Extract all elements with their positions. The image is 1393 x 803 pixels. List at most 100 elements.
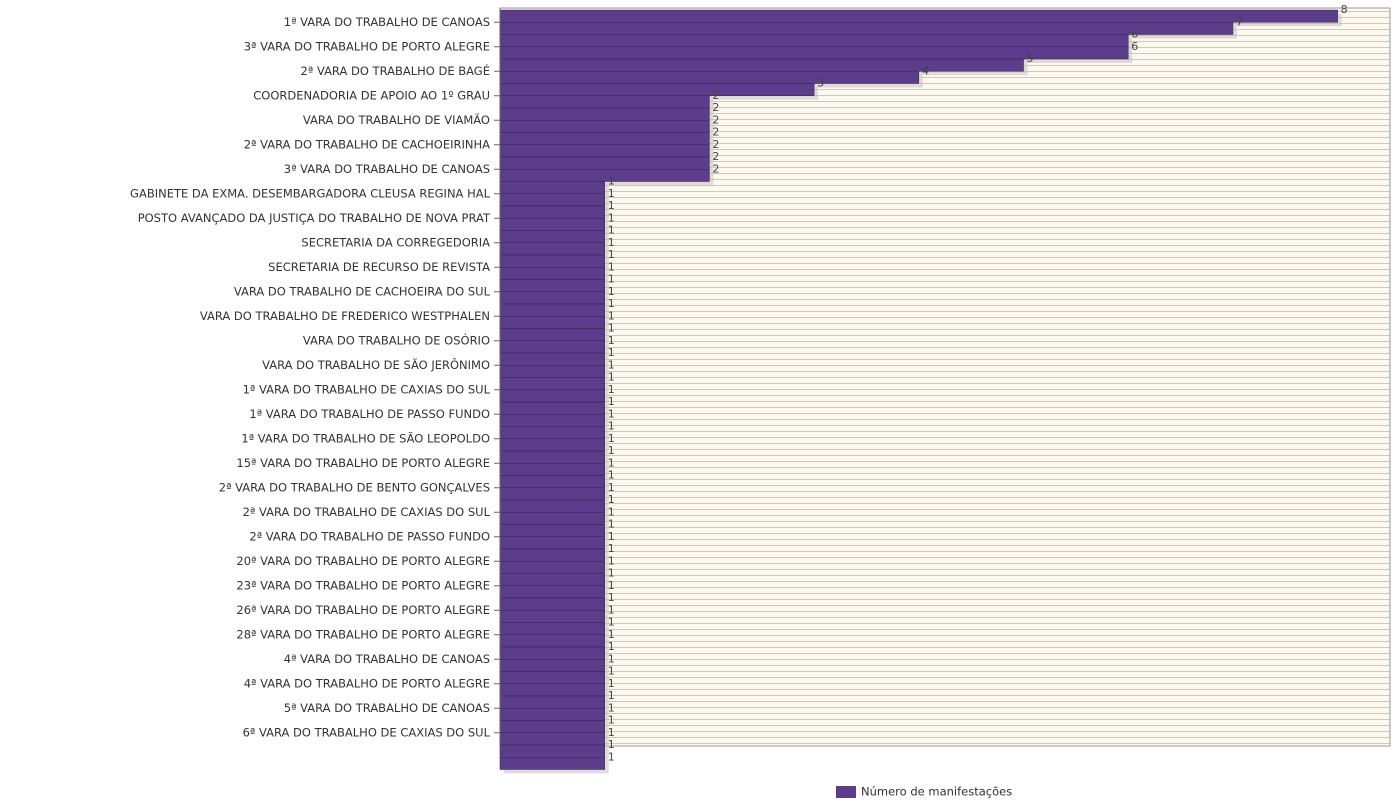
value-label: 1 <box>608 444 615 457</box>
bar <box>499 659 605 672</box>
bar <box>499 328 605 341</box>
bar <box>499 732 605 746</box>
bar <box>499 708 605 721</box>
bar <box>499 352 605 366</box>
bar <box>499 83 815 96</box>
bar <box>499 291 605 305</box>
y-tick-label: 5ª VARA DO TRABALHO DE CANOAS <box>284 701 490 715</box>
value-label: 1 <box>608 701 615 714</box>
bar <box>499 95 710 109</box>
value-label: 1 <box>608 322 615 335</box>
value-label: 1 <box>608 297 615 310</box>
bar <box>499 120 710 133</box>
value-label: 2 <box>712 162 719 175</box>
y-tick-label: VARA DO TRABALHO DE CACHOEIRA DO SUL <box>234 284 491 298</box>
value-label: 1 <box>608 665 615 678</box>
bar <box>499 107 710 121</box>
bar <box>499 720 605 733</box>
value-label: 1 <box>608 199 615 212</box>
bar <box>499 634 605 648</box>
value-label: 1 <box>608 248 615 261</box>
value-label: 4 <box>922 64 929 77</box>
value-label: 1 <box>608 750 615 763</box>
bar <box>499 426 605 439</box>
y-tick-label: VARA DO TRABALHO DE VIAMÃO <box>303 112 490 127</box>
value-label: 1 <box>608 677 615 690</box>
y-tick-label: 28ª VARA DO TRABALHO DE PORTO ALEGRE <box>236 627 490 641</box>
value-label: 1 <box>608 260 615 273</box>
bar <box>499 230 605 243</box>
value-label: 1 <box>608 640 615 653</box>
bar <box>499 610 605 623</box>
value-label: 2 <box>712 150 719 163</box>
bar <box>499 695 605 709</box>
bar <box>499 536 605 550</box>
y-tick-label: VARA DO TRABALHO DE SÃO JERÔNIMO <box>262 357 490 372</box>
value-label: 1 <box>608 493 615 506</box>
y-tick-label: 1ª VARA DO TRABALHO DE PASSO FUNDO <box>249 407 490 421</box>
value-label: 2 <box>712 138 719 151</box>
bar <box>499 401 605 415</box>
value-label: 1 <box>608 395 615 408</box>
y-tick-label: 3ª VARA DO TRABALHO DE CANOAS <box>284 162 490 176</box>
y-tick-label: 15ª VARA DO TRABALHO DE PORTO ALEGRE <box>236 456 490 470</box>
y-tick-label: VARA DO TRABALHO DE OSÓRIO <box>303 332 490 347</box>
bar <box>499 622 605 635</box>
value-label: 1 <box>608 383 615 396</box>
value-label: 1 <box>608 236 615 249</box>
value-label: 1 <box>608 591 615 604</box>
value-label: 2 <box>712 89 719 102</box>
value-label: 1 <box>608 309 615 322</box>
bar <box>499 9 1338 23</box>
bar <box>499 671 605 684</box>
value-label: 2 <box>712 113 719 126</box>
bar <box>499 254 605 268</box>
y-tick-label: POSTO AVANÇADO DA JUSTIÇA DO TRABALHO DE… <box>138 211 491 225</box>
bar <box>499 524 605 537</box>
bar <box>499 156 710 170</box>
y-tick-label: VARA DO TRABALHO DE FREDERICO WESTPHALEN <box>200 309 490 323</box>
bar <box>499 267 605 280</box>
value-label: 1 <box>608 652 615 665</box>
y-tick-label: COORDENADORIA DE APOIO AO 1º GRAU <box>253 88 490 102</box>
bar <box>499 58 1024 72</box>
value-label: 1 <box>608 371 615 384</box>
value-label: 1 <box>608 407 615 420</box>
bar <box>499 34 1129 47</box>
bar <box>499 585 605 599</box>
bar <box>499 316 605 329</box>
value-label: 1 <box>608 628 615 641</box>
value-label: 1 <box>608 505 615 518</box>
value-label: 2 <box>712 126 719 139</box>
value-label: 8 <box>1341 3 1348 16</box>
bar <box>499 414 605 427</box>
value-label: 1 <box>608 530 615 543</box>
bar <box>499 597 605 611</box>
bar <box>499 22 1234 35</box>
value-label: 1 <box>608 224 615 237</box>
y-tick-label: 2ª VARA DO TRABALHO DE CAXIAS DO SUL <box>243 505 491 519</box>
legend-label: Número de manifestações <box>861 785 1012 799</box>
bar <box>499 573 605 586</box>
y-tick-label: 4ª VARA DO TRABALHO DE CANOAS <box>284 652 490 666</box>
bar <box>499 683 605 697</box>
bar <box>499 450 605 464</box>
bar <box>499 438 605 452</box>
y-tick-label: 2ª VARA DO TRABALHO DE BAGÉ <box>301 63 490 78</box>
bar <box>499 169 710 182</box>
bar <box>499 463 605 476</box>
value-label: 1 <box>608 285 615 298</box>
y-tick-label: 2ª VARA DO TRABALHO DE PASSO FUNDO <box>249 529 490 543</box>
bar <box>499 512 605 525</box>
value-label: 1 <box>608 542 615 555</box>
value-label: 1 <box>608 518 615 531</box>
value-label: 6 <box>1131 40 1138 53</box>
value-label: 3 <box>817 77 824 90</box>
value-label: 1 <box>608 714 615 727</box>
bar <box>499 71 920 84</box>
value-label: 1 <box>608 175 615 188</box>
value-label: 1 <box>608 358 615 371</box>
y-tick-label: SECRETARIA DA CORREGEDORIA <box>301 235 490 249</box>
value-label: 1 <box>608 603 615 616</box>
bar <box>499 279 605 292</box>
